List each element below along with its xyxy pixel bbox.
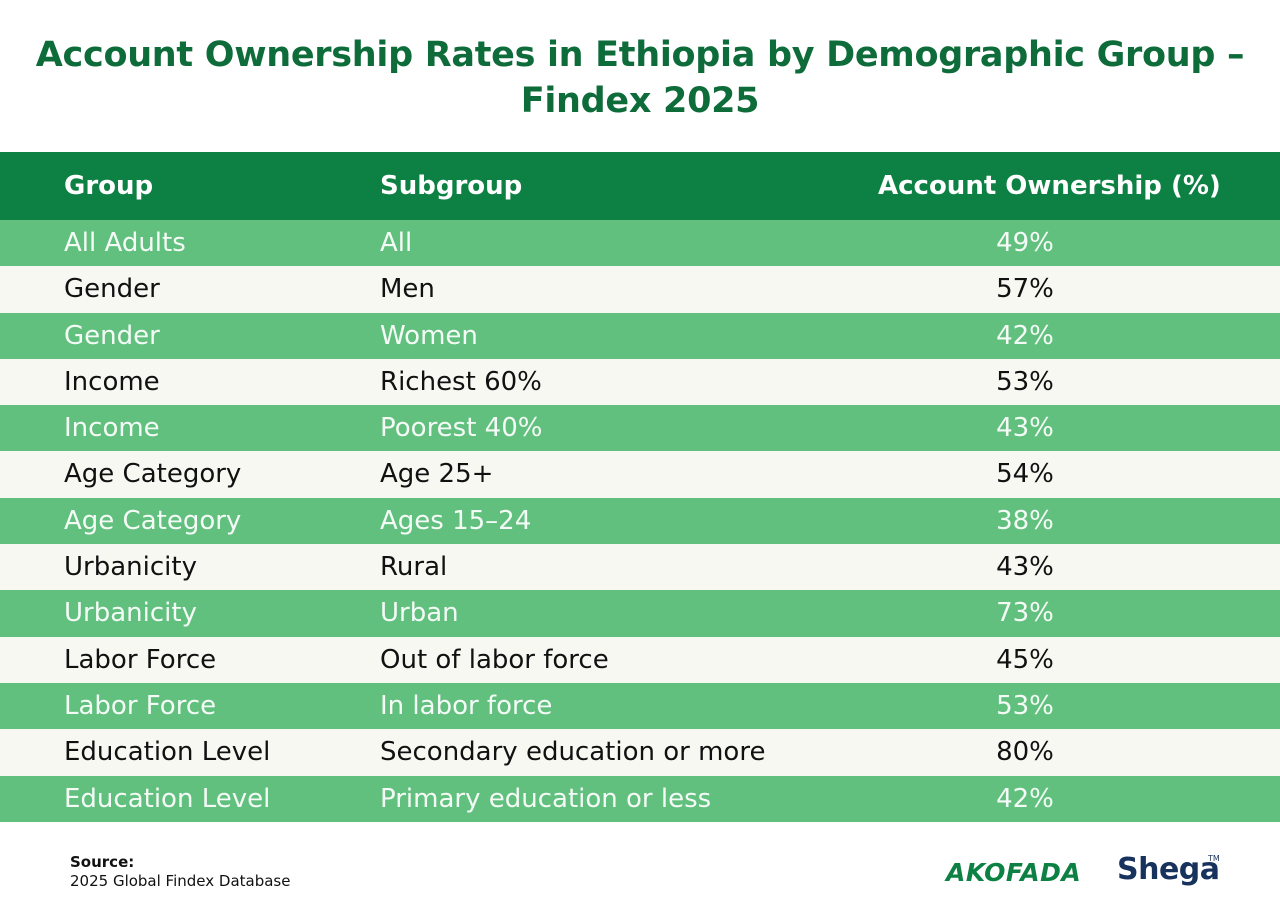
table-row: Age Category Ages 15–24 38% bbox=[0, 497, 1280, 545]
subgroup-cell: Urban bbox=[380, 598, 459, 629]
table-row: Gender Men 57% bbox=[0, 266, 1280, 313]
group-cell: Labor Force bbox=[64, 690, 217, 721]
subgroup-cell: All bbox=[380, 228, 413, 258]
ownership-value-cell: 57% bbox=[996, 274, 1054, 305]
ownership-value-cell: 53% bbox=[996, 690, 1054, 721]
trademark-mark: TM bbox=[1208, 854, 1220, 863]
table-row: Age Category Age 25+ 54% bbox=[0, 451, 1280, 498]
group-cell: Age Category bbox=[64, 459, 242, 490]
ownership-value-cell: 38% bbox=[996, 505, 1054, 536]
group-cell: Labor Force bbox=[64, 644, 217, 675]
header-group: Group bbox=[64, 171, 154, 201]
subgroup-cell: Out of labor force bbox=[380, 644, 609, 675]
table-row: Gender Women 42% bbox=[0, 312, 1280, 359]
subgroup-cell: Secondary education or more bbox=[380, 737, 766, 768]
chart-title: Account Ownership Rates in Ethiopia by D… bbox=[35, 35, 1245, 121]
subgroup-cell: Ages 15–24 bbox=[380, 505, 532, 536]
group-cell: All Adults bbox=[64, 228, 186, 258]
table-header: Group Subgroup Account Ownership (%) bbox=[0, 152, 1280, 220]
source-text: 2025 Global Findex Database bbox=[70, 872, 291, 890]
ownership-value-cell: 45% bbox=[996, 644, 1054, 675]
header-account-ownership: Account Ownership (%) bbox=[878, 171, 1221, 201]
ownership-value-cell: 73% bbox=[996, 598, 1054, 629]
subgroup-cell: Rural bbox=[380, 552, 448, 583]
group-cell: Income bbox=[64, 413, 160, 444]
shega-logo: Shega bbox=[1117, 852, 1220, 887]
subgroup-cell: Poorest 40% bbox=[380, 413, 543, 444]
group-cell: Education Level bbox=[64, 783, 271, 814]
source-label: Source: bbox=[70, 853, 135, 871]
ownership-value-cell: 49% bbox=[996, 228, 1054, 258]
subgroup-cell: Age 25+ bbox=[380, 459, 494, 490]
ownership-value-cell: 80% bbox=[996, 737, 1054, 768]
ownership-value-cell: 53% bbox=[996, 366, 1054, 397]
table-row: Education Level Primary education or less… bbox=[0, 775, 1280, 822]
subgroup-cell: Primary education or less bbox=[380, 783, 712, 814]
group-cell: Gender bbox=[64, 274, 160, 305]
table-row: All Adults All 49% bbox=[0, 220, 1280, 267]
group-cell: Urbanicity bbox=[64, 598, 197, 629]
group-cell: Education Level bbox=[64, 737, 271, 768]
group-cell: Age Category bbox=[64, 505, 242, 536]
table-row: Labor Force In labor force 53% bbox=[0, 682, 1280, 730]
table-row: Income Richest 60% 53% bbox=[0, 358, 1280, 406]
ownership-value-cell: 42% bbox=[996, 783, 1054, 814]
ownership-table: Group Subgroup Account Ownership (%) All… bbox=[0, 152, 1280, 822]
subgroup-cell: Women bbox=[380, 320, 478, 351]
group-cell: Income bbox=[64, 366, 160, 397]
source-note: Source: 2025 Global Findex Database bbox=[70, 853, 290, 891]
ownership-value-cell: 54% bbox=[996, 459, 1054, 490]
table-body: All Adults All 49% Gender Men 57% Gender Women 4… bbox=[0, 220, 1280, 822]
table-row: Education Level Secondary education or mo… bbox=[0, 729, 1280, 776]
subgroup-cell: Richest 60% bbox=[380, 366, 542, 397]
table-row: Income Poorest 40% 43% bbox=[0, 405, 1280, 452]
header-subgroup: Subgroup bbox=[380, 171, 523, 201]
ownership-value-cell: 43% bbox=[996, 413, 1054, 444]
ownership-value-cell: 42% bbox=[996, 320, 1054, 351]
akofada-logo: AKOFADA bbox=[946, 858, 1082, 887]
group-cell: Gender bbox=[64, 320, 160, 351]
subgroup-cell: Men bbox=[380, 274, 435, 305]
table-row: Urbanicity Rural 43% bbox=[0, 544, 1280, 591]
table-row: Urbanicity Urban 73% bbox=[0, 590, 1280, 637]
ownership-value-cell: 43% bbox=[996, 552, 1054, 583]
table-row: Labor Force Out of labor force 45% bbox=[0, 636, 1280, 683]
subgroup-cell: In labor force bbox=[380, 690, 553, 721]
group-cell: Urbanicity bbox=[64, 552, 197, 583]
